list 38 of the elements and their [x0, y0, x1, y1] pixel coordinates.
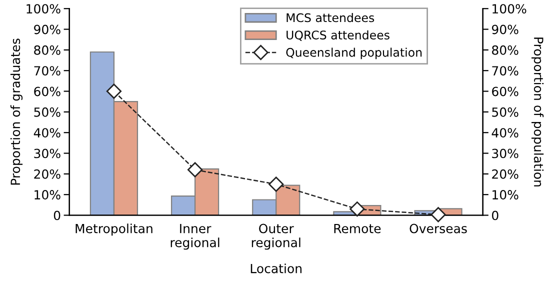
- legend-label: MCS attendees: [286, 13, 374, 22]
- y2-tick-label: 80%: [492, 45, 518, 55]
- y-tick-label: 0: [54, 210, 60, 220]
- y-tick-label: 40%: [34, 128, 60, 138]
- x-axis-title: Location: [250, 264, 302, 274]
- y-tick-label: 70%: [34, 66, 60, 76]
- x-tick-label: Inner regional: [170, 224, 220, 250]
- y2-tick-label: 50%: [492, 107, 518, 117]
- y2-axis-title: Proportion of population: [531, 38, 544, 186]
- y2-tick-label: 30%: [492, 148, 518, 158]
- x-tick-label: Metropolitan: [76, 224, 152, 236]
- x-tick-label: Remote: [334, 224, 381, 234]
- legend-label: UQRCS attendees: [286, 30, 390, 41]
- y2-tick-label: 40%: [492, 128, 518, 138]
- y-tick-label: 60%: [34, 86, 60, 96]
- y-axis-title: Proportion of graduates: [10, 38, 23, 185]
- y-tick-label: 90%: [34, 24, 60, 34]
- x-tick-label: Outer regional: [252, 224, 300, 250]
- y2-tick-label: 90%: [492, 24, 518, 34]
- y-tick-label: 10%: [34, 190, 60, 200]
- point: [268, 176, 284, 192]
- point: [106, 84, 122, 99]
- y-tick-label: 100%: [26, 4, 60, 14]
- y2-tick-label: 60%: [492, 86, 518, 96]
- y-tick-label: 50%: [34, 107, 60, 117]
- y-tick-label: 20%: [34, 169, 60, 179]
- y2-tick-label: 70%: [492, 66, 518, 76]
- point: [187, 162, 203, 178]
- y2-tick-label: 100%: [492, 4, 526, 14]
- x-tick-label: Overseas: [410, 224, 467, 234]
- y-tick-label: 30%: [34, 148, 60, 158]
- y2-tick-label: 0: [492, 210, 498, 220]
- y-tick-label: 80%: [34, 45, 60, 55]
- y2-tick-label: 10%: [492, 190, 518, 200]
- y2-tick-label: 20%: [492, 169, 518, 179]
- point: [350, 201, 365, 217]
- point: [430, 207, 446, 222]
- legend-label: Queensland population: [286, 48, 422, 60]
